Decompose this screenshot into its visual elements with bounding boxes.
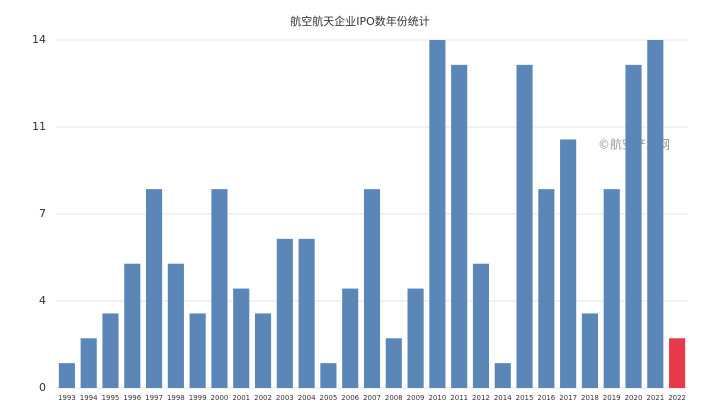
bar [494,363,511,388]
y-tick-label: 11 [32,120,46,133]
x-tick-label: 2000 [211,394,229,402]
bar [276,238,293,388]
x-tick-label: 1998 [167,394,185,402]
chart-title: 航空航天企业IPO数年份统计 [290,14,430,28]
bar [167,263,184,388]
x-tick-label: 2011 [450,394,468,402]
x-tick-label: 2019 [603,394,621,402]
y-tick-label: 14 [32,33,46,46]
y-tick-label: 4 [39,294,46,307]
bar [625,64,642,388]
x-tick-label: 2016 [537,394,555,402]
bar [603,189,620,388]
x-tick-label: 2008 [385,394,403,402]
bar [516,64,533,388]
x-tick-label: 2007 [363,394,381,402]
x-tick-label: 2002 [254,394,272,402]
bar [102,313,119,388]
x-tick-label: 2001 [232,394,250,402]
bar [233,288,250,388]
x-tick-label: 1993 [58,394,76,402]
x-tick-label: 1994 [80,394,98,402]
x-tick-label: 2021 [646,394,664,402]
y-tick-label: 7 [39,207,46,220]
bar [342,288,359,388]
x-tick-label: 2022 [668,394,686,402]
bar [669,338,686,388]
x-tick-label: 2010 [428,394,446,402]
x-tick-label: 2012 [472,394,490,402]
bar [189,313,206,388]
x-tick-label: 2020 [625,394,643,402]
x-tick-label: 2015 [516,394,534,402]
bar [363,189,381,388]
bar [58,363,75,388]
bar [298,238,315,388]
x-tick-label: 2006 [341,394,359,402]
x-tick-label: 2003 [276,394,294,402]
bar [451,64,468,388]
bar [581,313,598,388]
x-tick-label: 2004 [298,394,316,402]
bar [560,139,577,388]
bar [211,189,228,388]
x-tick-label: 1997 [145,394,163,402]
bar [320,363,337,388]
y-tick-label: 0 [39,381,46,394]
x-tick-label: 1996 [123,394,141,402]
bar [538,189,555,388]
bar [472,263,490,388]
bar [146,189,163,388]
x-tick-label: 2018 [581,394,599,402]
bar [124,263,141,388]
x-tick-label: 2014 [494,394,512,402]
x-tick-label: 1999 [189,394,207,402]
x-tick-label: 1995 [102,394,120,402]
bar [647,40,664,388]
bar [407,288,424,388]
bar [385,338,402,388]
bar [254,313,272,388]
x-tick-label: 2017 [559,394,577,402]
bar [80,338,97,388]
bar [429,40,446,388]
x-tick-label: 2005 [319,394,337,402]
x-tick-label: 2009 [407,394,425,402]
